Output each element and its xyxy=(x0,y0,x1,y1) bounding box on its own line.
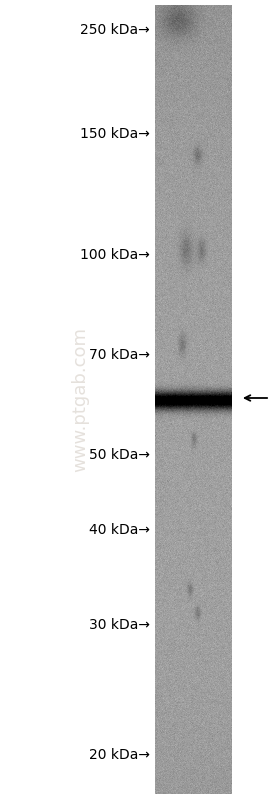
Text: 150 kDa→: 150 kDa→ xyxy=(80,127,150,141)
Text: 40 kDa→: 40 kDa→ xyxy=(89,523,150,537)
Text: 30 kDa→: 30 kDa→ xyxy=(89,618,150,632)
Text: 70 kDa→: 70 kDa→ xyxy=(89,348,150,362)
Text: www.ptgab.com: www.ptgab.com xyxy=(71,328,89,472)
Text: 100 kDa→: 100 kDa→ xyxy=(80,248,150,262)
Text: 50 kDa→: 50 kDa→ xyxy=(89,448,150,462)
Text: 250 kDa→: 250 kDa→ xyxy=(80,23,150,37)
Text: 20 kDa→: 20 kDa→ xyxy=(89,748,150,762)
